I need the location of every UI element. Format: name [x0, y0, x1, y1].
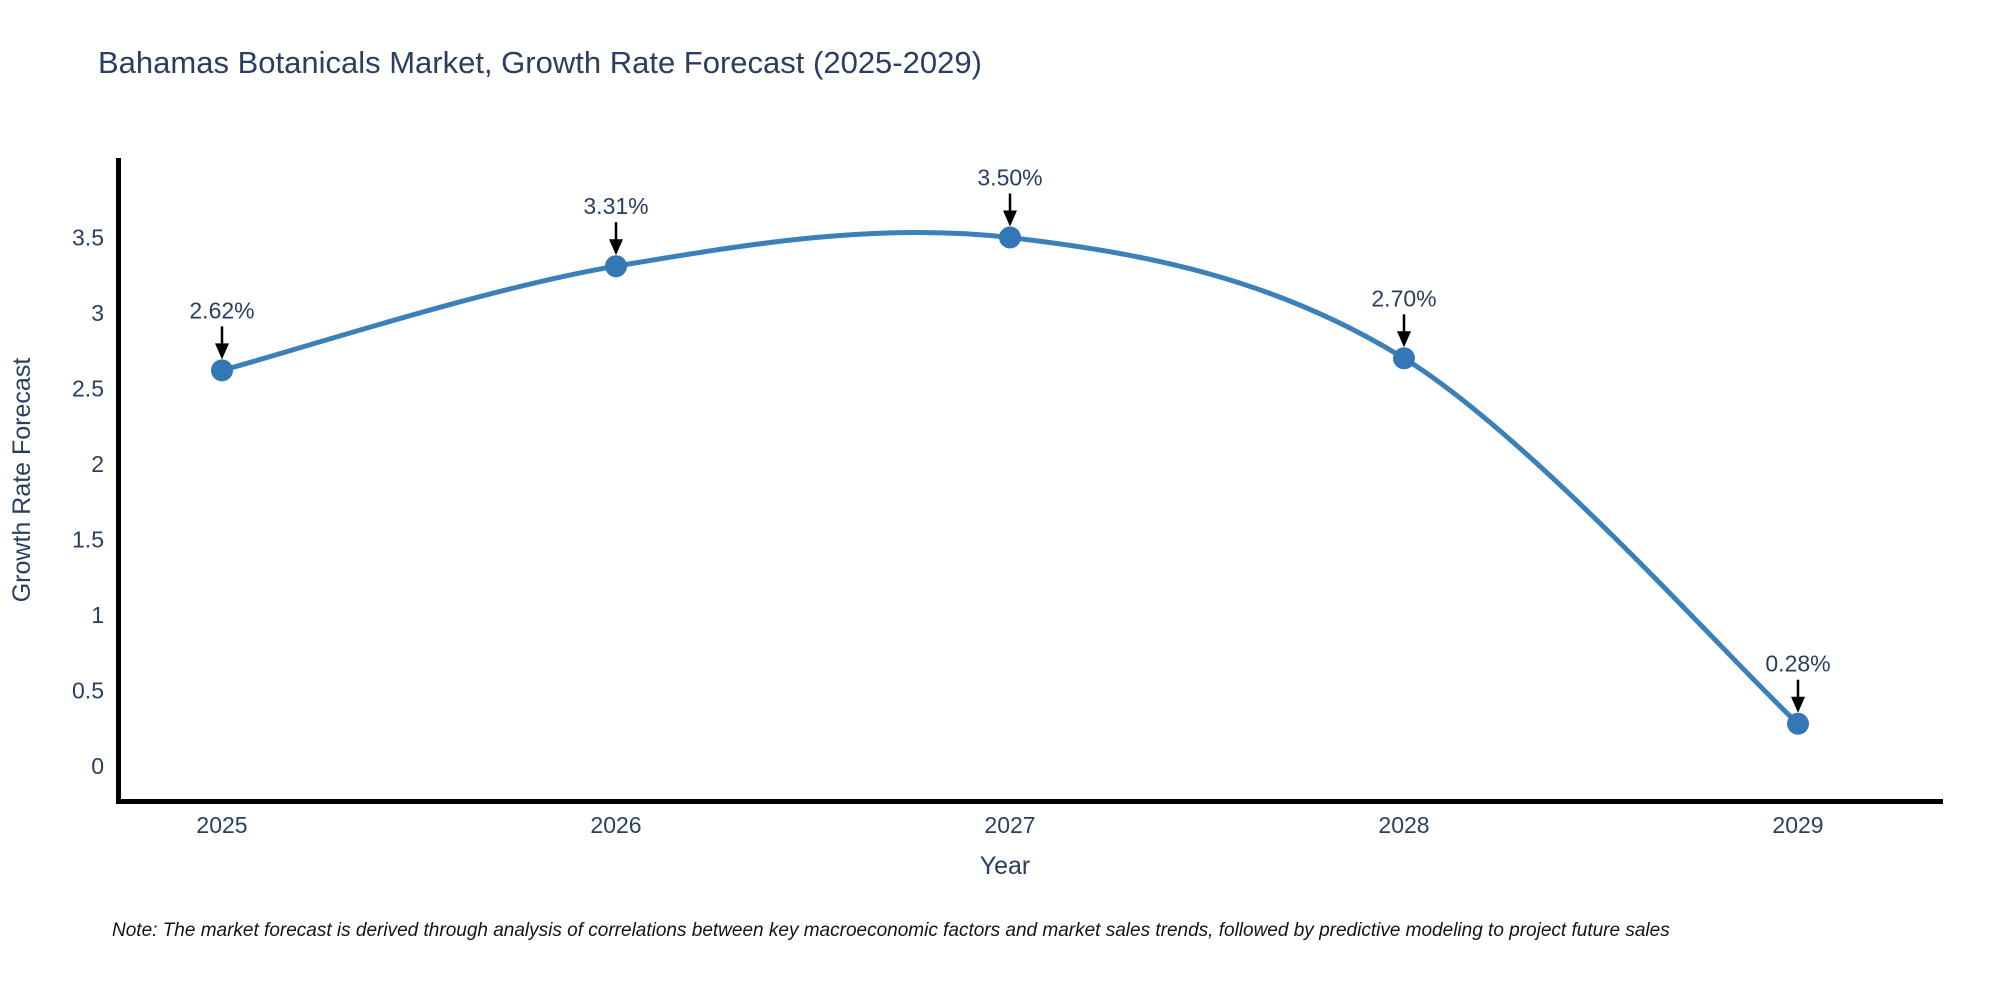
footnote: Note: The market forecast is derived thr… — [112, 920, 1670, 941]
annotation-arrowhead-icon — [1397, 331, 1411, 348]
data-point-marker[interactable] — [1393, 347, 1415, 370]
data-point-label: 3.31% — [583, 193, 648, 219]
data-point-label: 3.50% — [977, 165, 1042, 191]
y-tick-label: 2.5 — [72, 376, 104, 402]
y-tick-label: 1.5 — [72, 527, 104, 553]
y-tick-label: 3.5 — [72, 225, 104, 251]
data-point-label: 2.62% — [189, 297, 254, 323]
line-path — [219, 229, 1801, 727]
y-axis-title: Growth Rate Forecast — [8, 358, 36, 603]
y-tick-label: 0.5 — [72, 678, 104, 704]
y-tick-label: 1 — [91, 602, 104, 628]
data-point-marker[interactable] — [1787, 712, 1809, 735]
annotation-arrowhead-icon — [1003, 210, 1017, 227]
data-point-label: 2.70% — [1371, 285, 1436, 311]
x-tick-label: 2027 — [984, 812, 1035, 838]
plot-area: 0 0.5 1 1.5 2 2.5 3 3.5 2025 2026 2027 2028 2029 2.62… — [72, 158, 1943, 838]
x-axis-title: Year — [980, 852, 1031, 880]
annotation-arrowhead-icon — [609, 239, 623, 256]
data-point-marker[interactable] — [605, 255, 627, 278]
data-point-marker[interactable] — [999, 226, 1021, 249]
y-tick-label: 3 — [91, 300, 104, 326]
x-tick-label: 2028 — [1378, 812, 1429, 838]
x-tick-label: 2025 — [196, 812, 247, 838]
x-tick-label: 2026 — [590, 812, 641, 838]
y-tick-label: 2 — [91, 451, 104, 477]
data-point-marker[interactable] — [211, 359, 233, 382]
y-tick-label: 0 — [91, 753, 104, 779]
data-point-label: 0.28% — [1765, 651, 1830, 677]
annotation-arrowhead-icon — [1791, 696, 1805, 713]
x-tick-label: 2029 — [1772, 812, 1823, 838]
chart-title: Bahamas Botanicals Market, Growth Rate F… — [98, 45, 982, 80]
annotation-arrowhead-icon — [215, 343, 229, 360]
